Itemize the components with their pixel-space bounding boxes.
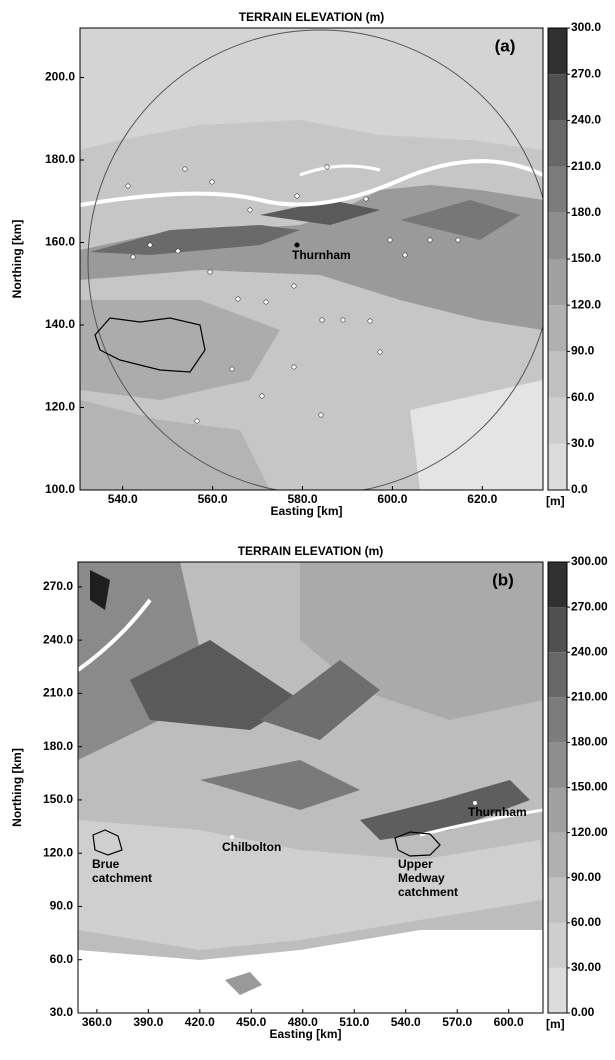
y-tick-label: 270.0	[43, 579, 73, 593]
colorbar-tick-label: 270.00	[571, 599, 608, 613]
x-tick-label: 390.0	[133, 1015, 163, 1029]
colorbar-band	[548, 120, 567, 167]
y-tick-label: 240.0	[43, 632, 73, 646]
x-tick-label: 600.0	[377, 492, 407, 506]
y-tick-label: 180.0	[45, 152, 75, 166]
colorbar-band	[548, 697, 567, 743]
colorbar-band	[548, 166, 567, 213]
x-tick-label: 570.0	[442, 1015, 472, 1029]
colorbar-tick-label: 150.0	[571, 251, 601, 265]
colorbar-unit: [m]	[546, 1017, 565, 1031]
terrain-b	[78, 562, 543, 1013]
x-tick-label: 360.0	[82, 1015, 112, 1029]
colorbar-tick-label: 180.0	[571, 205, 601, 219]
colorbar-band	[548, 28, 567, 75]
colorbar-tick-label: 210.0	[571, 159, 601, 173]
y-tick-label: 160.0	[45, 235, 75, 249]
panel-title: TERRAIN ELEVATION (m)	[239, 10, 385, 24]
colorbar-unit: [m]	[546, 494, 565, 508]
colorbar-band	[548, 443, 567, 490]
y-axis-label: Northing [km]	[10, 748, 24, 827]
place-label: Chilbolton	[222, 840, 282, 854]
x-tick-label: 540.0	[108, 492, 138, 506]
colorbar-band	[548, 607, 567, 653]
colorbar-tick-label: 0.00	[571, 1005, 595, 1019]
colorbar-band	[548, 832, 567, 878]
colorbar-tick-label: 90.0	[571, 344, 595, 358]
colorbar-tick-label: 120.0	[571, 297, 601, 311]
x-tick-label: 480.0	[288, 1015, 318, 1029]
colorbar-band	[548, 652, 567, 698]
frame-b	[77, 561, 544, 1014]
colorbar-tick-label: 240.00	[571, 644, 608, 658]
y-tick-label: 90.0	[50, 899, 74, 913]
colorbar-tick-label: 150.00	[571, 780, 608, 794]
colorbar-band	[548, 259, 567, 306]
y-axis-label: Northing [km]	[10, 220, 24, 299]
x-tick-label: 510.0	[339, 1015, 369, 1029]
y-tick-label: 120.0	[43, 845, 73, 859]
panel-label: (b)	[492, 570, 514, 589]
y-tick-label: 180.0	[43, 739, 73, 753]
colorbar-tick-label: 30.00	[571, 960, 601, 974]
colorbar-tick-label: 270.0	[571, 66, 601, 80]
colorbar-tick-label: 60.00	[571, 915, 601, 929]
colorbar-tick-label: 300.0	[571, 20, 601, 34]
colorbar-band	[548, 305, 567, 352]
y-tick-label: 30.0	[50, 1005, 74, 1019]
colorbar-band	[548, 351, 567, 398]
colorbar-band	[548, 397, 567, 444]
x-tick-label: 540.0	[391, 1015, 421, 1029]
place-label: Thurnham	[468, 805, 527, 819]
x-tick-label: 560.0	[198, 492, 228, 506]
x-tick-label: 580.0	[287, 492, 317, 506]
place-label: Brue catchment	[92, 857, 153, 885]
x-tick-label: 620.0	[467, 492, 497, 506]
y-tick-label: 140.0	[45, 317, 75, 331]
x-tick-label: 420.0	[185, 1015, 215, 1029]
colorbar-band	[548, 787, 567, 833]
y-tick-label: 210.0	[43, 686, 73, 700]
place-label: Thurnham	[292, 248, 351, 262]
colorbar-tick-label: 0.0	[571, 482, 588, 496]
panel-label: (a)	[495, 36, 516, 55]
x-axis-label: Easting [km]	[269, 1027, 341, 1041]
x-tick-label: 600.0	[494, 1015, 524, 1029]
colorbar-band	[548, 922, 567, 968]
y-tick-label: 100.0	[45, 482, 75, 496]
colorbar-tick-label: 90.00	[571, 870, 601, 884]
place-label: Upper Medway catchment	[398, 857, 459, 899]
colorbar-band	[548, 74, 567, 121]
y-tick-label: 150.0	[43, 792, 73, 806]
colorbar-tick-label: 180.00	[571, 735, 608, 749]
colorbar-tick-label: 210.00	[571, 689, 608, 703]
frame-a	[79, 27, 544, 491]
y-tick-label: 60.0	[50, 952, 74, 966]
terrain-a	[80, 28, 543, 490]
colorbar-tick-label: 120.00	[571, 825, 608, 839]
colorbar-band	[548, 562, 567, 608]
x-axis-label: Easting [km]	[270, 504, 342, 518]
colorbar-tick-label: 240.0	[571, 113, 601, 127]
colorbar-tick-label: 60.0	[571, 390, 595, 404]
panel-title: TERRAIN ELEVATION (m)	[238, 544, 384, 558]
colorbar-band	[548, 742, 567, 788]
colorbar-band	[548, 877, 567, 923]
colorbar-tick-label: 300.00	[571, 554, 608, 568]
colorbar-band	[548, 967, 567, 1013]
y-tick-label: 200.0	[45, 70, 75, 84]
x-tick-label: 450.0	[236, 1015, 266, 1029]
colorbar-band	[548, 212, 567, 259]
colorbar-tick-label: 30.0	[571, 436, 595, 450]
y-tick-label: 120.0	[45, 400, 75, 414]
